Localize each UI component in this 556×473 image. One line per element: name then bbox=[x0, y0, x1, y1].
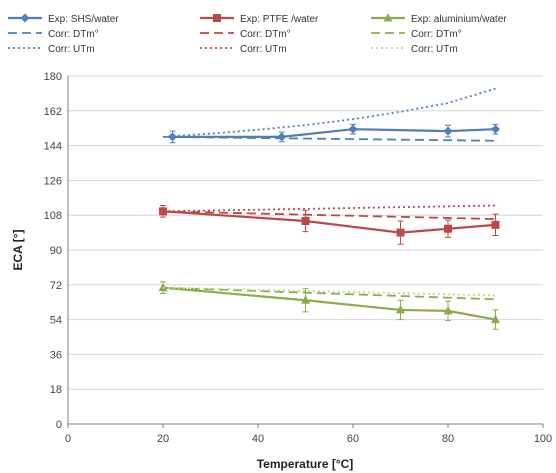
y-tick-label: 54 bbox=[50, 315, 62, 327]
x-axis-title: Temperature [°C] bbox=[257, 457, 354, 471]
series-line bbox=[162, 286, 496, 297]
grid-lines bbox=[68, 75, 543, 390]
legend-item-1: Corr: DTm° bbox=[8, 29, 99, 40]
data-point bbox=[396, 228, 405, 237]
y-tick-label: 162 bbox=[44, 106, 62, 118]
x-tick-label: 80 bbox=[442, 433, 454, 445]
data-point bbox=[491, 220, 500, 229]
y-tick-label: 72 bbox=[50, 280, 62, 292]
legend-marker bbox=[213, 14, 221, 22]
plot-series bbox=[158, 87, 500, 330]
legend-item-4: Corr: DTm° bbox=[200, 29, 291, 40]
legend: Exp: SHS/water Corr: DTm° Corr: UTm Exp: PT… bbox=[8, 13, 507, 55]
legend-label: Corr: DTm° bbox=[240, 29, 291, 40]
series-line bbox=[162, 87, 496, 138]
data-point bbox=[444, 224, 452, 233]
data-point bbox=[301, 217, 310, 225]
legend-marker bbox=[20, 13, 30, 23]
legend-item-3: Exp: PTFE /water bbox=[200, 14, 319, 25]
y-tick-label: 180 bbox=[44, 71, 62, 83]
data-point bbox=[168, 132, 177, 142]
data-point bbox=[443, 305, 453, 315]
x-tick-label: 40 bbox=[252, 433, 264, 445]
series-6 bbox=[158, 281, 500, 330]
series-line bbox=[162, 204, 496, 213]
x-tick-label: 20 bbox=[157, 433, 169, 445]
series-line bbox=[162, 136, 496, 142]
legend-label: Corr: UTm bbox=[240, 44, 287, 55]
data-point bbox=[491, 124, 500, 134]
x-tick-label: 0 bbox=[65, 433, 71, 445]
data-point bbox=[277, 132, 287, 142]
data-point bbox=[396, 304, 405, 314]
legend-label: Corr: UTm bbox=[411, 44, 458, 55]
y-tick-label: 36 bbox=[50, 349, 62, 361]
series-5 bbox=[162, 204, 496, 213]
data-point bbox=[491, 314, 500, 324]
axes: 0 18 36 54 72 90 108 126 144 162 180 0 20 40 60 80 100 bbox=[44, 71, 553, 445]
y-tick-label: 108 bbox=[44, 210, 62, 222]
series-line bbox=[162, 286, 496, 301]
legend-item-8: Corr: UTm bbox=[371, 44, 458, 55]
data-point bbox=[158, 282, 168, 292]
legend-label: Corr: DTm° bbox=[48, 29, 99, 40]
y-tick-label: 126 bbox=[44, 175, 62, 187]
y-tick-label: 18 bbox=[50, 384, 62, 396]
legend-item-6: Exp: aluminium/water bbox=[371, 13, 507, 25]
series-1 bbox=[162, 136, 496, 142]
series-line bbox=[162, 286, 496, 321]
y-axis-title: ECA [°] bbox=[11, 229, 25, 270]
x-tick-label: 60 bbox=[347, 433, 359, 445]
legend-label: Corr: UTm bbox=[48, 44, 95, 55]
series-0 bbox=[168, 123, 500, 144]
y-tick-label: 144 bbox=[44, 141, 62, 153]
legend-label: Corr: DTm° bbox=[411, 29, 462, 40]
y-tick-label: 0 bbox=[56, 419, 62, 431]
legend-label: Exp: aluminium/water bbox=[411, 14, 507, 25]
legend-item-5: Corr: UTm bbox=[200, 44, 287, 55]
series-8 bbox=[162, 286, 496, 297]
series-3 bbox=[159, 205, 500, 245]
legend-item-2: Corr: UTm bbox=[8, 44, 95, 55]
data-point bbox=[301, 295, 310, 304]
legend-marker bbox=[383, 13, 393, 22]
legend-item-7: Corr: DTm° bbox=[371, 29, 462, 40]
data-point bbox=[443, 126, 453, 136]
legend-label: Exp: PTFE /water bbox=[240, 14, 319, 25]
legend-item-0: Exp: SHS/water bbox=[8, 13, 119, 25]
data-point bbox=[348, 124, 358, 134]
x-tick-label: 100 bbox=[534, 433, 552, 445]
series-2 bbox=[162, 87, 496, 138]
legend-label: Exp: SHS/water bbox=[48, 14, 119, 25]
series-7 bbox=[162, 286, 496, 301]
y-tick-label: 90 bbox=[50, 245, 62, 257]
